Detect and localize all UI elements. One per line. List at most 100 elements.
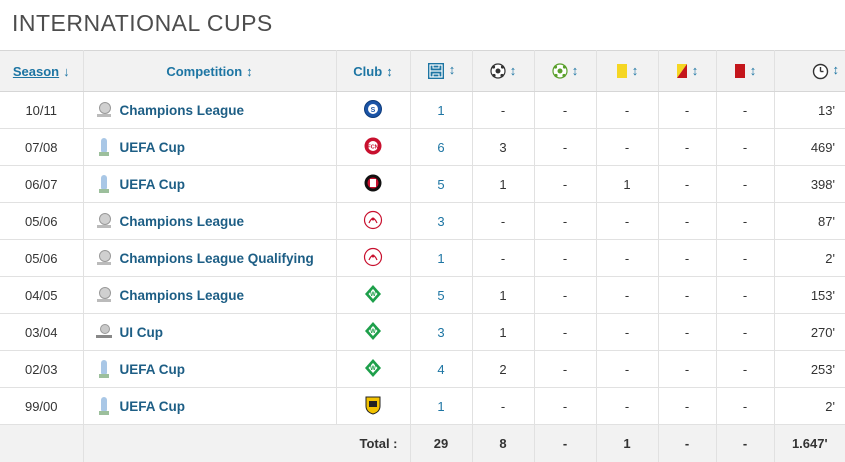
totals-spacer [0,424,84,462]
appearances-link[interactable]: 3 [437,213,445,229]
second-yellow-header[interactable]: ↕ [658,50,717,92]
goals-cell: - [472,91,535,129]
sort-icon[interactable]: ↕ [509,62,517,78]
werder-bremen-badge-icon[interactable]: W [363,284,383,307]
international-cups-table: Season ↓ Competition ↕ Club ↕ ↕ ↕ ↕ ↕ ↕ ↕ ↕ [0,50,845,462]
goals-cell: 3 [472,128,535,166]
feyenoord-badge-icon[interactable] [363,173,383,196]
appearances-link[interactable]: 4 [437,361,445,377]
sort-icon[interactable]: ↕ [691,62,699,78]
club-header[interactable]: Club ↕ [336,50,411,92]
totals-yellow: 1 [596,424,659,462]
nuernberg-badge-icon[interactable]: FCN [363,136,383,159]
season-cell: 05/06 [0,202,84,240]
sort-icon[interactable]: ↕ [832,62,840,78]
goals-cell: 1 [472,276,535,314]
appearances-cell[interactable]: 3 [410,202,473,240]
assists-cell: - [534,128,597,166]
competition-cell[interactable]: UEFA Cup [83,128,337,166]
competition-cell[interactable]: UEFA Cup [83,350,337,388]
appearances-link[interactable]: 5 [437,287,445,303]
arminia-bielefeld-badge-icon[interactable] [363,395,383,418]
goals-cell: 1 [472,313,535,351]
appearances-link[interactable]: 6 [437,139,445,155]
red-card-cell: - [716,165,775,203]
assists-cell: - [534,91,597,129]
competition-header[interactable]: Competition ↕ [83,50,337,92]
sort-icon[interactable]: ↕ [448,62,456,78]
appearances-link[interactable]: 1 [437,250,445,266]
appearances-header[interactable]: ↕ [410,50,473,92]
competition-cell[interactable]: Champions League Qualifying [83,239,337,277]
appearances-cell[interactable]: 5 [410,165,473,203]
werder-bremen-badge-icon[interactable]: W [363,321,383,344]
competition-link[interactable]: Champions League Qualifying [119,250,314,266]
sort-desc-icon[interactable]: ↓ [63,63,70,79]
champions-league-icon [96,100,112,120]
red-card-cell: - [716,91,775,129]
competition-cell[interactable]: Champions League [83,202,337,240]
competition-link[interactable]: UEFA Cup [119,361,186,377]
competition-link[interactable]: UEFA Cup [119,176,186,192]
season-header[interactable]: Season ↓ [0,50,84,92]
appearances-cell[interactable]: 3 [410,313,473,351]
appearances-cell[interactable]: 5 [410,276,473,314]
werder-bremen-badge-icon[interactable]: W [363,358,383,381]
competition-cell[interactable]: Champions League [83,91,337,129]
appearances-cell[interactable]: 1 [410,239,473,277]
sort-icon[interactable]: ↕ [631,62,639,78]
assists-header[interactable]: ↕ [534,50,597,92]
svg-text:FCN: FCN [367,144,378,150]
sort-icon[interactable]: ↕ [246,63,253,79]
competition-link[interactable]: UI Cup [119,324,164,340]
competition-cell[interactable]: Champions League [83,276,337,314]
yellow-card-icon [616,64,627,79]
club-cell[interactable]: FCN [336,128,411,166]
competition-cell[interactable]: UEFA Cup [83,387,337,425]
minutes-header[interactable]: ↕ [774,50,845,92]
competition-link[interactable]: Champions League [119,287,245,303]
uefa-cup-icon [96,137,112,157]
assists-cell: - [534,202,597,240]
appearances-cell[interactable]: 1 [410,387,473,425]
appearances-link[interactable]: 3 [437,324,445,340]
second-yellow-cell: - [658,276,717,314]
club-cell[interactable]: W [336,276,411,314]
appearances-cell[interactable]: 1 [410,91,473,129]
club-cell[interactable] [336,239,411,277]
club-cell[interactable] [336,165,411,203]
sort-icon[interactable]: ↕ [749,62,757,78]
second-yellow-cell: - [658,313,717,351]
competition-link[interactable]: Champions League [119,102,245,118]
appearances-cell[interactable]: 6 [410,128,473,166]
second-yellow-cell: - [658,202,717,240]
schalke-badge-icon[interactable]: S [363,99,383,122]
appearances-link[interactable]: 1 [437,398,445,414]
table-row: 06/07 UEFA Cup 5 1-1- -398' [0,165,845,203]
competition-link[interactable]: UEFA Cup [119,139,186,155]
red-card-header[interactable]: ↕ [716,50,775,92]
yellow-card-header[interactable]: ↕ [596,50,659,92]
goals-header[interactable]: ↕ [472,50,535,92]
sort-icon[interactable]: ↕ [571,62,579,78]
club-cell[interactable]: W [336,350,411,388]
competition-link[interactable]: Champions League [119,213,245,229]
club-cell[interactable]: W [336,313,411,351]
competition-cell[interactable]: UI Cup [83,313,337,351]
ajax-badge-icon[interactable] [363,210,383,233]
appearances-cell[interactable]: 4 [410,350,473,388]
competition-link[interactable]: UEFA Cup [119,398,186,414]
table-row: 05/06 Champions League Qualifying 1- - - - -2' [0,239,845,277]
club-cell[interactable] [336,202,411,240]
ui-cup-icon [95,322,112,342]
sort-icon[interactable]: ↕ [386,63,393,79]
appearances-link[interactable]: 1 [437,102,445,118]
red-card-cell: - [716,276,775,314]
appearances-link[interactable]: 5 [437,176,445,192]
ajax-badge-icon[interactable] [363,247,383,270]
competition-cell[interactable]: UEFA Cup [83,165,337,203]
season-cell: 04/05 [0,276,84,314]
club-cell[interactable] [336,387,411,425]
club-cell[interactable]: S [336,91,411,129]
svg-text:S: S [371,107,376,114]
